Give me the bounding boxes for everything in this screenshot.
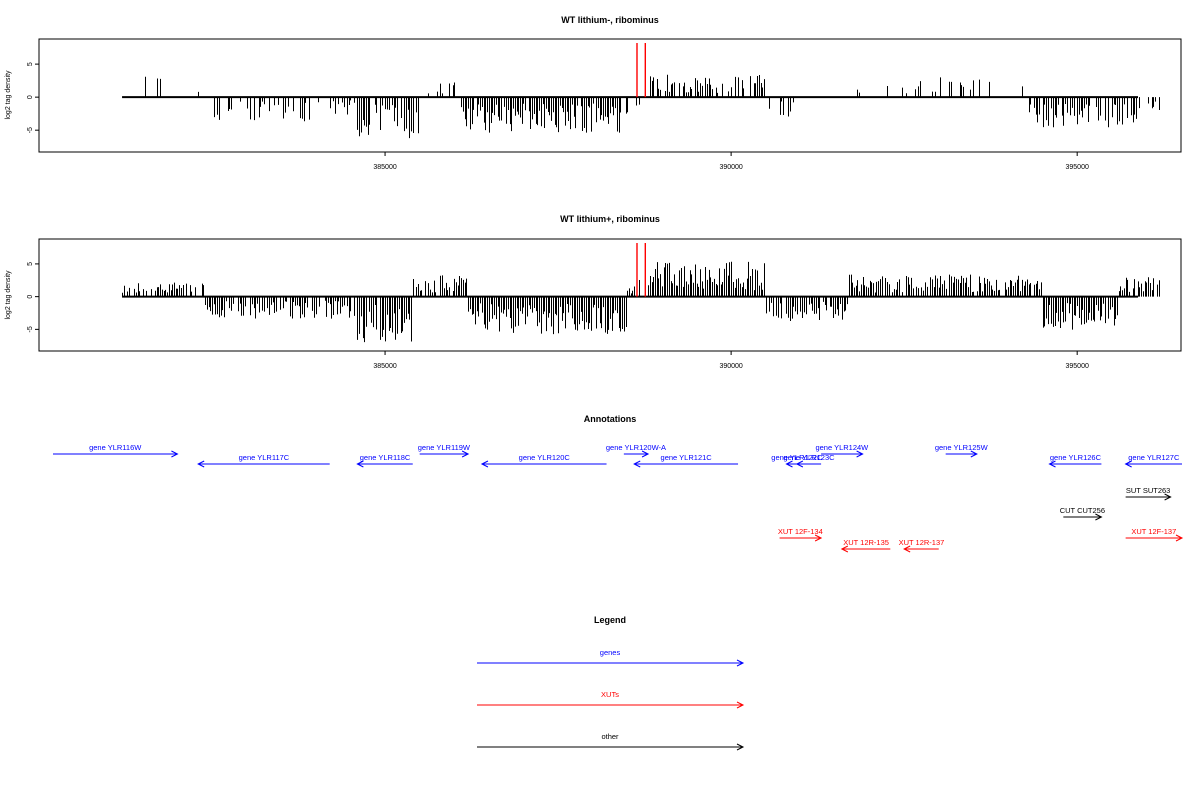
- arrow-head: [1124, 460, 1132, 468]
- arrow-head: [856, 450, 864, 458]
- x-tick-label: 385000: [373, 363, 396, 370]
- annotation-feature: gene YLR117C: [197, 453, 330, 468]
- arrow-head: [356, 460, 364, 468]
- arrow-head: [1164, 493, 1172, 501]
- arrow-head: [461, 450, 470, 458]
- annotation-feature: XUT 12R-137: [899, 538, 945, 553]
- annotation-feature: XUT 12F-134: [778, 527, 823, 542]
- legend-items: genes XUTs other: [477, 648, 745, 751]
- feature-label: gene YLR118C: [360, 453, 411, 462]
- annotation-feature: XUT 12R-135: [840, 538, 891, 553]
- annotations-title: Annotations: [584, 414, 637, 424]
- legend-item-other: other: [477, 732, 745, 751]
- y-tick-label: 0: [27, 95, 34, 99]
- feature-label: gene YLR125W: [935, 443, 989, 452]
- feature-label: CUT CUT256: [1060, 506, 1105, 515]
- panel-2-y-axis-label: log2 tag density: [5, 270, 12, 320]
- arrow-head: [814, 534, 823, 542]
- y-tick-label: -5: [27, 326, 34, 332]
- annotation-feature: SUT SUT263: [1125, 486, 1172, 501]
- legend-panel: Legend genes XUTs other: [477, 615, 745, 751]
- arrow-head: [795, 460, 804, 468]
- y-tick-label: 5: [27, 62, 34, 66]
- legend-item-xut: XUTs: [477, 690, 745, 709]
- arrow-head: [970, 450, 978, 458]
- legend-label: genes: [600, 648, 621, 657]
- feature-label: gene YLR119W: [418, 443, 471, 452]
- feature-label: XUT 12R-137: [899, 538, 945, 547]
- arrow-head: [197, 460, 205, 468]
- annotation-feature: gene YLR121C: [633, 453, 739, 468]
- arrow-head: [1048, 460, 1056, 468]
- legend-item-gene: genes: [477, 648, 745, 667]
- panel-1-y-axis-label: log2 tag density: [5, 70, 12, 120]
- legend-arrow-head: [736, 743, 745, 751]
- arrow-head: [785, 460, 793, 468]
- panel-2: WT lithium+, ribominus log2 tag density …: [5, 214, 1182, 370]
- annotation-feature: gene YLR123C: [783, 453, 835, 468]
- feature-label: gene YLR120C: [519, 453, 571, 462]
- arrow-head: [903, 545, 911, 553]
- feature-label: SUT SUT263: [1126, 486, 1170, 495]
- annotation-feature: gene YLR125W: [935, 443, 989, 458]
- arrow-head: [840, 545, 849, 553]
- feature-label: gene YLR127C: [1128, 453, 1180, 462]
- arrow-head: [1095, 513, 1103, 521]
- annotation-feature: gene YLR127C: [1124, 453, 1182, 468]
- feature-label: XUT 12F-134: [778, 527, 823, 536]
- x-tick-label: 390000: [719, 363, 742, 370]
- feature-label: gene YLR126C: [1050, 453, 1102, 462]
- arrow-head: [480, 460, 489, 468]
- annotation-feature: gene YLR120W-A: [606, 443, 666, 458]
- panel-2-plot-area: -5 0 5 385000 390000 395000: [27, 238, 1182, 370]
- arrow-head: [633, 460, 641, 468]
- legend-label: XUTs: [601, 690, 619, 699]
- x-tick-label: 385000: [373, 164, 396, 171]
- bars: [145, 74, 1160, 139]
- plot-frame: [38, 38, 1182, 153]
- feature-label: gene YLR121C: [661, 453, 713, 462]
- plot-frame: [38, 238, 1182, 352]
- panel-1: WT lithium-, ribominus log2 tag density …: [5, 15, 1182, 171]
- y-tick-label: 5: [27, 262, 34, 266]
- arrow-head: [1175, 534, 1184, 542]
- feature-label: gene YLR122C: [771, 453, 823, 462]
- panel-2-title: WT lithium+, ribominus: [560, 214, 660, 224]
- feature-label: gene YLR124W: [815, 443, 869, 452]
- annotation-feature: gene YLR124W: [815, 443, 869, 458]
- annotation-features: gene YLR116W gene YLR117C gene YLR118C gene…: [53, 443, 1184, 553]
- x-tick-label: 395000: [1066, 363, 1089, 370]
- panel-1-plot-area: -5 0 5 385000 390000 395000: [27, 38, 1182, 171]
- legend-arrow-head: [736, 659, 745, 667]
- annotation-feature: gene YLR119W: [418, 443, 471, 458]
- feature-label: gene YLR123C: [783, 453, 835, 462]
- panel-1-title: WT lithium-, ribominus: [561, 15, 659, 25]
- feature-label: gene YLR120W-A: [606, 443, 666, 452]
- bars: [122, 261, 1160, 343]
- annotation-feature: gene YLR116W: [53, 443, 179, 458]
- feature-label: gene YLR117C: [239, 453, 290, 462]
- feature-label: gene YLR116W: [89, 443, 142, 452]
- arrow-head: [171, 450, 179, 458]
- y-tick-label: -5: [27, 127, 34, 133]
- annotation-feature: gene YLR126C: [1048, 453, 1102, 468]
- annotation-feature: CUT CUT256: [1060, 506, 1105, 521]
- feature-label: XUT 12R-135: [843, 538, 889, 547]
- y-tick-label: 0: [27, 295, 34, 299]
- legend-title: Legend: [594, 615, 626, 625]
- annotation-feature: gene YLR118C: [356, 453, 413, 468]
- annotation-feature: XUT 12F-137: [1125, 527, 1184, 542]
- x-tick-label: 390000: [719, 164, 742, 171]
- arrow-head: [641, 450, 650, 458]
- legend-arrow-head: [736, 701, 745, 709]
- legend-label: other: [601, 732, 619, 741]
- annotation-feature: gene YLR120C: [480, 453, 607, 468]
- x-tick-label: 395000: [1066, 164, 1089, 171]
- feature-label: XUT 12F-137: [1131, 527, 1176, 536]
